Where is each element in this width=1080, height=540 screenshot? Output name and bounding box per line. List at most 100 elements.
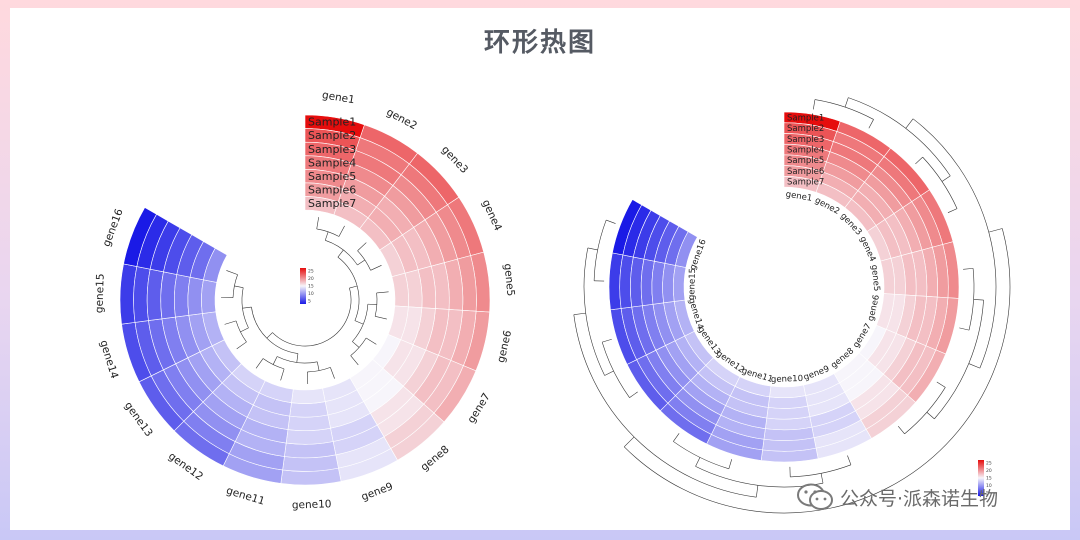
dendrogram-branch <box>324 231 329 241</box>
sample-label: Sample4 <box>787 145 824 155</box>
dendrogram-branch <box>338 225 345 237</box>
dendrogram-branch <box>357 242 367 251</box>
dendrogram-branch <box>349 285 358 289</box>
wechat-icon <box>797 483 833 510</box>
gene-label: gene5 <box>501 263 516 297</box>
gene-label: gene13 <box>122 400 155 439</box>
dendrogram-arc <box>262 358 285 370</box>
dendrogram-branch <box>915 156 923 165</box>
dendrogram-branch <box>988 228 1003 233</box>
dendrogram-branch <box>623 436 635 448</box>
dendrogram-branch <box>756 485 759 498</box>
dendrogram-arc <box>968 268 975 331</box>
watermark: 公众号·派森诺生物 <box>796 482 998 512</box>
dendrogram-branch <box>602 338 612 343</box>
legend-tick-label: 5 <box>308 299 311 305</box>
heatmap-cells <box>608 111 960 463</box>
dendrogram-arc <box>573 314 757 498</box>
dendrogram-branch <box>813 99 816 110</box>
sample-label: Sample2 <box>308 129 356 142</box>
dendrogram-branch <box>280 368 285 381</box>
legend-tick-label: 5 <box>986 491 989 497</box>
dendrogram-branch <box>868 119 874 129</box>
dendrogram-branch <box>606 219 616 224</box>
legend-tick-label: 15 <box>986 476 992 482</box>
dendrogram-arc <box>601 342 630 398</box>
dendrogram-arc <box>251 307 298 354</box>
dendrogram-arc <box>583 247 605 376</box>
sample-label: Sample3 <box>787 135 824 145</box>
dendrogram-branch <box>604 370 614 376</box>
legend-tick-label: 20 <box>308 276 314 282</box>
gene-label: gene15 <box>93 273 106 313</box>
gene-label: gene15 <box>687 268 698 300</box>
heatmap-cells <box>119 114 491 486</box>
sample-label: Sample1 <box>308 116 356 129</box>
heatmap-cell-gene10-Sample7 <box>291 387 326 404</box>
sample-label: Sample7 <box>787 178 824 188</box>
gene-label: gene2 <box>384 106 419 132</box>
dendrogram-branch <box>936 381 946 388</box>
gene-label: gene4 <box>479 198 504 233</box>
dendrogram-branch <box>242 306 252 309</box>
heatmap-cell-gene15-Sample7 <box>201 279 218 314</box>
gene-label: gene16 <box>101 207 126 249</box>
dendrogram-branch <box>968 363 980 369</box>
dendrogram-branch <box>367 303 377 306</box>
legend-colorbar <box>300 268 306 304</box>
dendrogram <box>221 217 389 384</box>
dendrogram-branch <box>629 391 638 398</box>
dendrogram-arc <box>922 156 958 209</box>
heatmap-cell-gene10-Sample6 <box>289 401 329 418</box>
dendrogram-branch <box>897 425 905 435</box>
legend-tick-label: 15 <box>308 284 314 290</box>
dendrogram-branch <box>573 312 586 315</box>
gene-label: gene1 <box>321 89 355 106</box>
dendrogram-branch <box>728 459 733 469</box>
dendrogram-arc <box>235 320 247 343</box>
sample-label: Sample5 <box>308 170 356 183</box>
dendrogram-branch <box>370 265 382 271</box>
sample-label: Sample6 <box>787 167 824 177</box>
dendrogram-branch <box>926 412 935 420</box>
heatmap-cell-gene15-Sample6 <box>187 276 204 316</box>
dendrogram-branch <box>905 118 914 129</box>
sample-label: Sample6 <box>308 183 356 196</box>
gene-label: gene9 <box>360 480 395 503</box>
dendrogram-arc <box>790 464 852 478</box>
dendrogram-branch <box>236 341 247 350</box>
gene-label: gene10 <box>292 498 332 511</box>
legend-tick-label: 25 <box>986 461 992 467</box>
dendrogram-branch <box>844 97 849 108</box>
gene-label: gene5 <box>869 264 882 292</box>
dendrogram-arc <box>904 387 946 435</box>
dendrogram-branch <box>375 316 387 320</box>
dendrogram-branch <box>354 320 364 325</box>
dendrogram-branch <box>226 270 238 275</box>
dendrogram-branch <box>272 356 278 365</box>
dendrogram-arc <box>623 228 1011 514</box>
gene-label: gene3 <box>439 144 470 176</box>
dendrogram-branch <box>847 455 852 465</box>
dendrogram-branch <box>695 457 701 467</box>
watermark-text: 公众号·派森诺生物 <box>840 487 999 510</box>
dendrogram-arc <box>912 118 997 369</box>
dendrogram-branch <box>673 433 680 442</box>
dendrogram-branch <box>941 175 951 182</box>
dendrogram-branch <box>240 327 249 333</box>
dendrogram-branch <box>316 217 319 230</box>
dendrogram-branch <box>820 473 824 484</box>
dendrogram-branch <box>587 247 598 251</box>
gene-label: gene14 <box>97 339 120 381</box>
legend-tick-label: 20 <box>986 468 992 474</box>
dendrogram-branch <box>350 355 359 366</box>
dendrogram-arc <box>272 288 352 347</box>
legend-colorbar <box>978 460 984 496</box>
sample-label: Sample7 <box>308 197 356 210</box>
dendrogram-branch <box>330 367 335 379</box>
gene-label: gene12 <box>166 450 205 483</box>
page-title: 环形热图 <box>483 28 596 58</box>
dendrogram-branch <box>963 268 974 270</box>
circular-heatmap-1: Sample1Sample2Sample3Sample4Sample5Sampl… <box>93 89 516 511</box>
